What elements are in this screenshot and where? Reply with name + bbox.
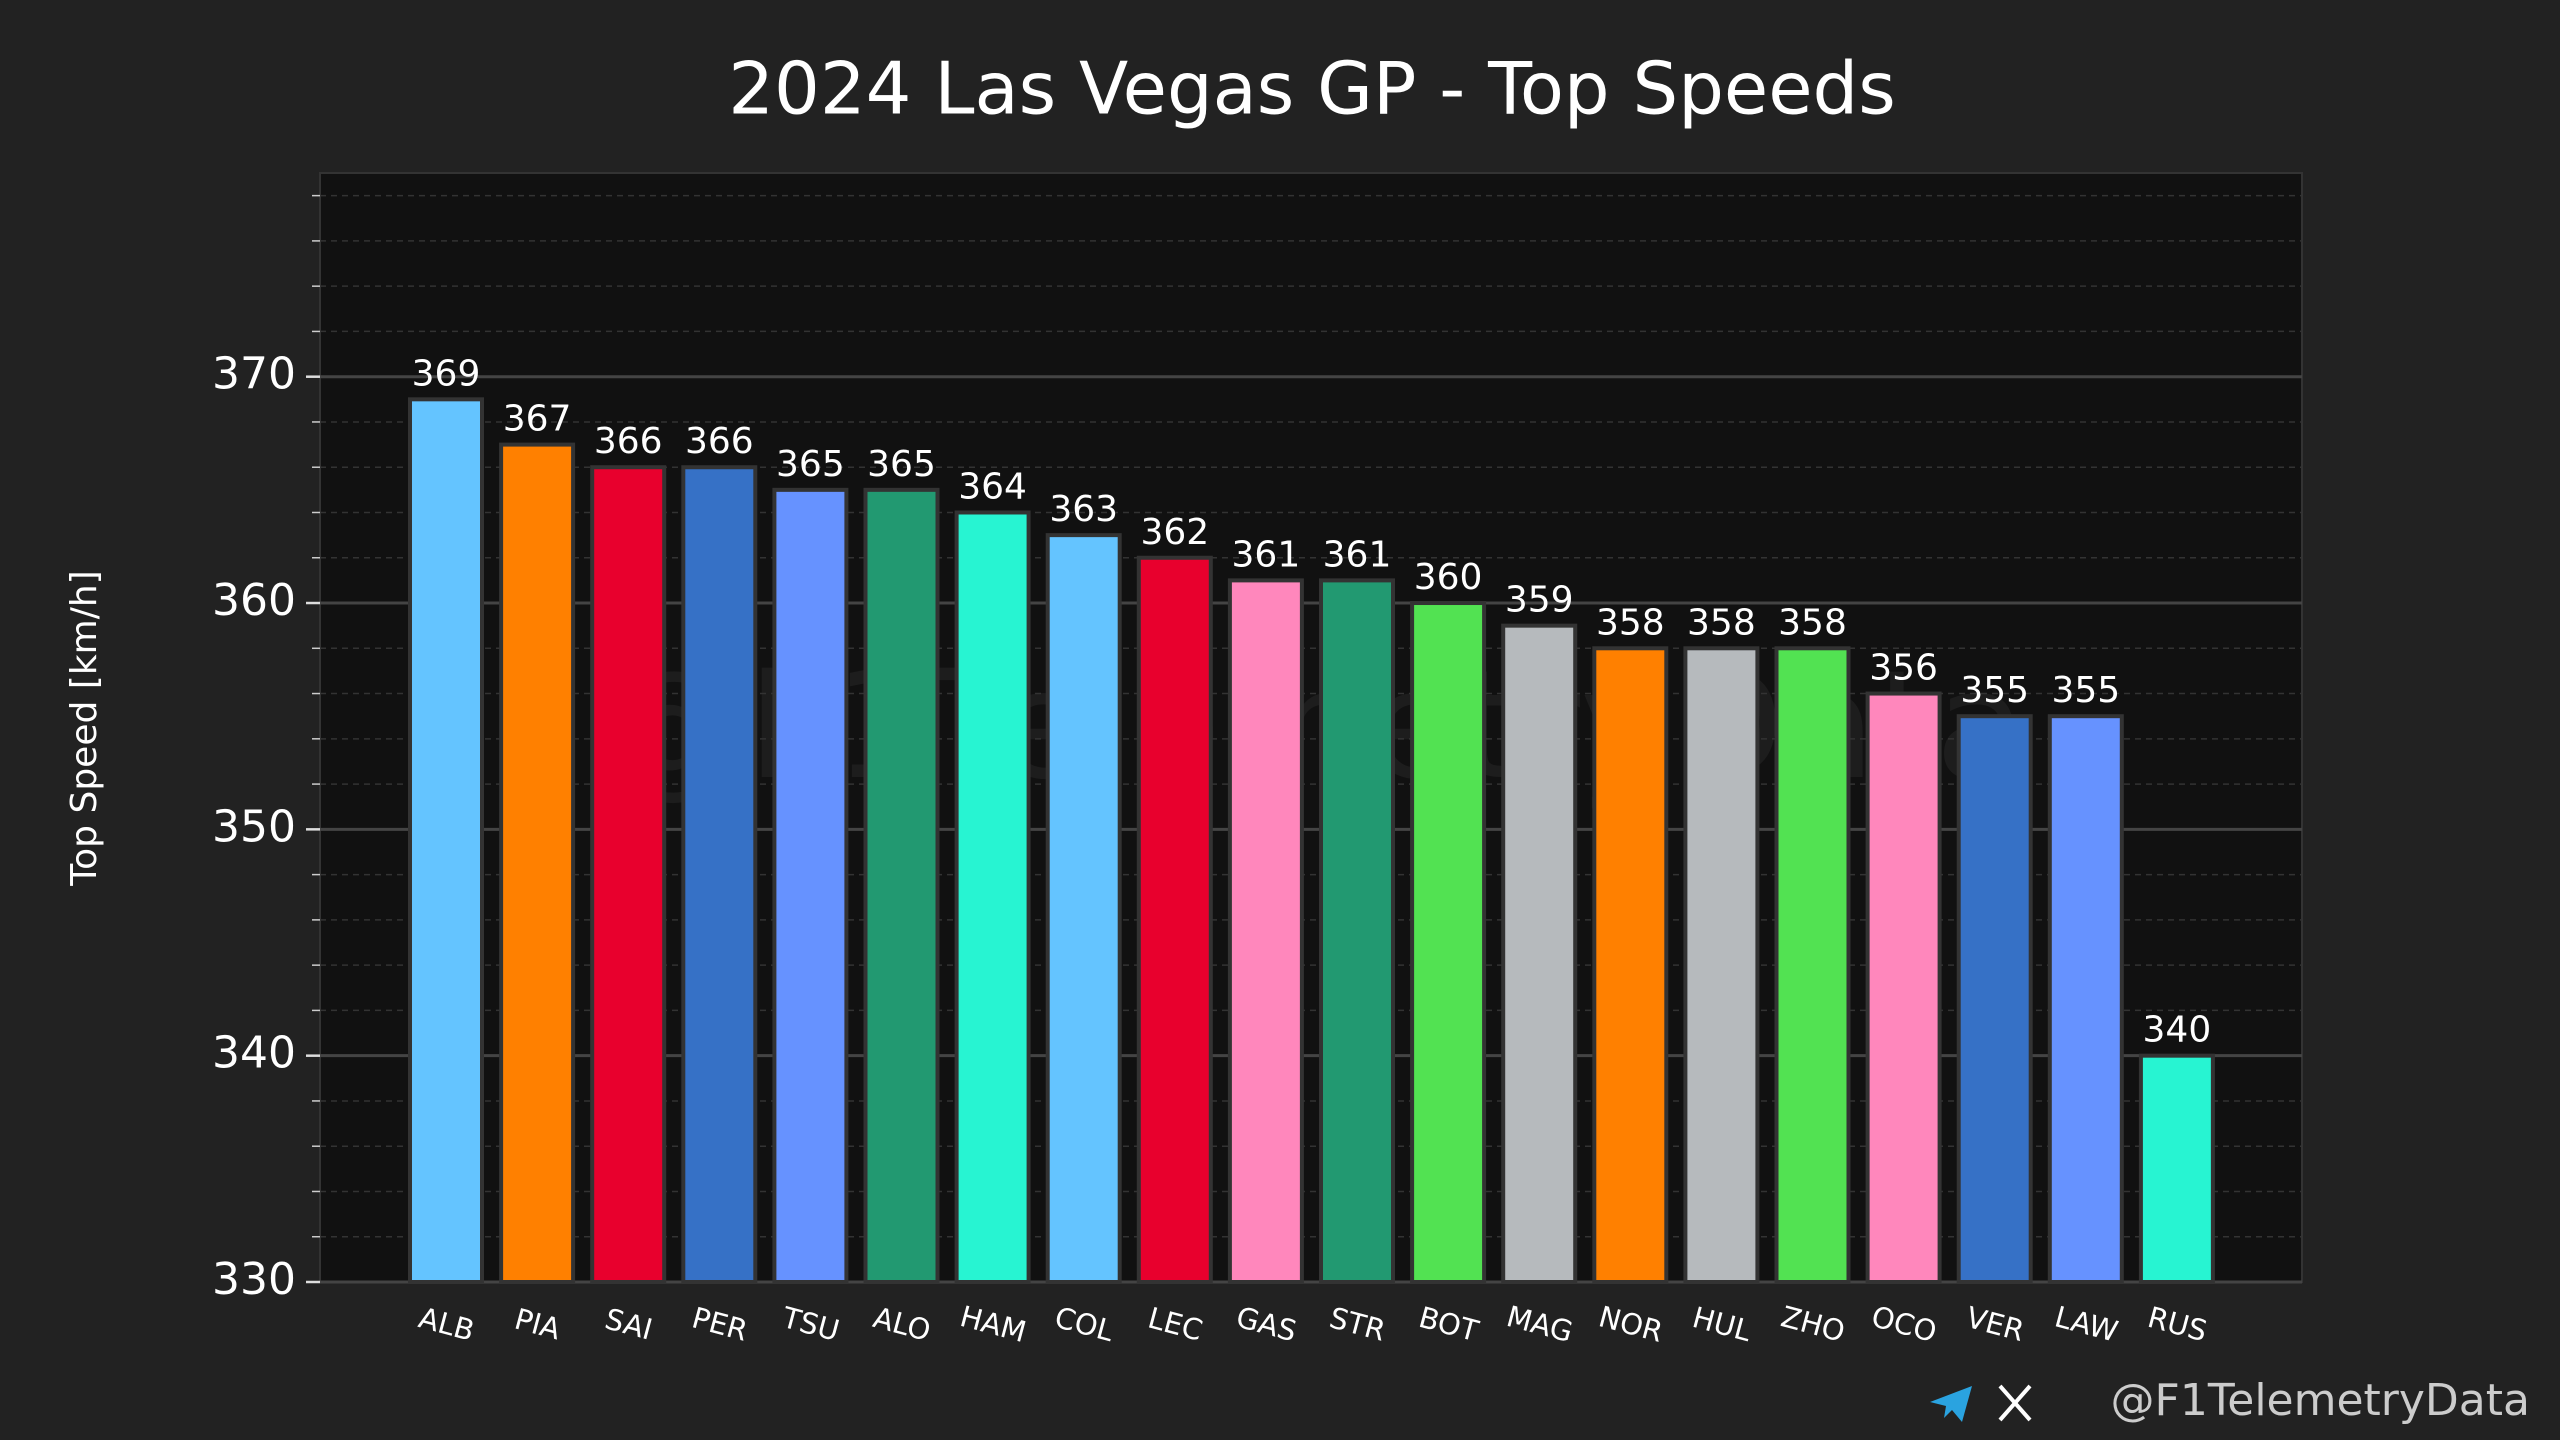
bar bbox=[2138, 1053, 2215, 1284]
bar bbox=[1319, 578, 1395, 1284]
bar bbox=[1956, 714, 2033, 1284]
value-label: 355 bbox=[2051, 670, 2120, 711]
value-label: 359 bbox=[1505, 580, 1574, 621]
bar bbox=[499, 442, 576, 1284]
y-tick-label: 340 bbox=[212, 1028, 296, 1079]
value-label: 355 bbox=[1960, 670, 2029, 711]
value-label: 365 bbox=[867, 444, 936, 485]
bar bbox=[863, 487, 940, 1285]
value-label: 362 bbox=[1140, 512, 1209, 553]
value-label: 361 bbox=[1232, 534, 1301, 575]
value-label: 366 bbox=[685, 421, 754, 462]
bar bbox=[1865, 691, 1942, 1284]
x-icon bbox=[1998, 1384, 2032, 1422]
bar bbox=[2047, 714, 2124, 1284]
bar bbox=[772, 487, 849, 1285]
bar bbox=[590, 465, 667, 1284]
value-label: 358 bbox=[1596, 602, 1665, 643]
value-label: 365 bbox=[776, 444, 845, 485]
footer-handle: @F1TelemetryData bbox=[2111, 1375, 2530, 1426]
bar bbox=[1136, 555, 1213, 1284]
value-label: 364 bbox=[958, 466, 1027, 507]
bar bbox=[408, 397, 484, 1284]
y-tick-label: 330 bbox=[212, 1254, 296, 1305]
y-tick-label: 370 bbox=[212, 349, 296, 400]
y-axis-label: Top Speed [km/h] bbox=[64, 570, 105, 886]
value-label: 340 bbox=[2143, 1010, 2212, 1051]
value-label: 360 bbox=[1414, 557, 1483, 598]
chart-title: 2024 Las Vegas GP - Top Speeds bbox=[728, 47, 1896, 131]
bar bbox=[1774, 646, 1851, 1284]
value-label: 358 bbox=[1778, 602, 1847, 643]
value-label: 369 bbox=[412, 353, 481, 394]
value-label: 366 bbox=[594, 421, 663, 462]
bar bbox=[1410, 601, 1487, 1284]
y-tick-label: 350 bbox=[212, 801, 296, 852]
bar bbox=[954, 510, 1031, 1284]
bar bbox=[1227, 578, 1304, 1284]
bar bbox=[1683, 646, 1760, 1284]
value-label: 356 bbox=[1869, 648, 1938, 689]
value-label: 358 bbox=[1687, 602, 1756, 643]
telegram-icon bbox=[1930, 1386, 1972, 1422]
bar bbox=[1501, 623, 1578, 1284]
bar bbox=[1045, 533, 1122, 1284]
value-label: 363 bbox=[1049, 489, 1118, 530]
bar bbox=[1592, 646, 1669, 1284]
value-label: 361 bbox=[1323, 534, 1392, 575]
bar bbox=[681, 465, 758, 1284]
value-label: 367 bbox=[503, 399, 572, 440]
y-tick-label: 360 bbox=[212, 575, 296, 626]
